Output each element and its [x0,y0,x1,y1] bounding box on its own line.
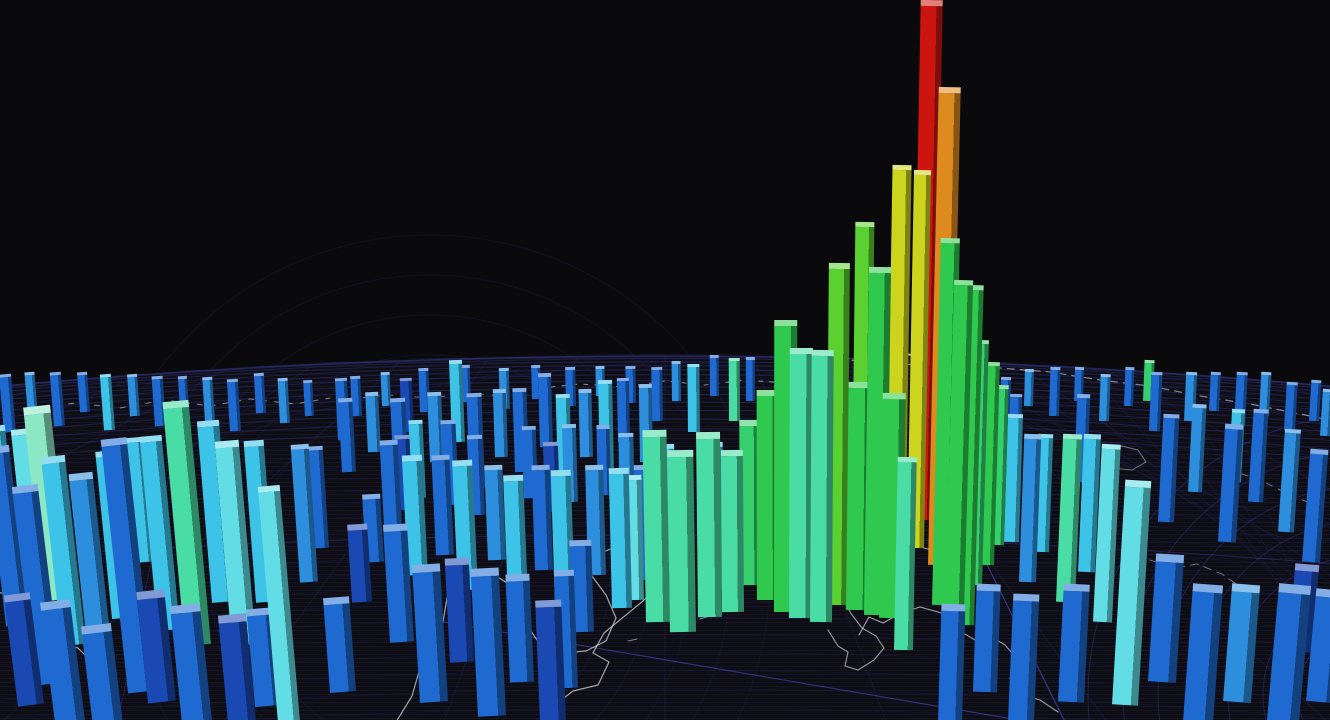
data-bar [642,429,670,623]
data-bar [537,372,553,448]
data-bar [651,366,663,422]
data-bar [709,354,719,397]
data-bar [303,379,314,417]
data-bar [1148,553,1185,683]
grid-line [0,368,521,476]
data-bar [202,376,215,422]
data-bar [1209,371,1221,412]
data-bar [1019,433,1042,583]
data-bar [1284,381,1298,432]
data-bar [789,347,813,619]
grid-line [0,369,226,490]
data-bar [1278,428,1301,533]
data-bar [608,467,632,609]
data-bar [1320,388,1330,437]
data-bar [1049,366,1061,417]
data-bar [1223,583,1261,704]
data-bar [1124,366,1135,407]
data-bar [49,371,65,427]
data-bar [1309,379,1322,422]
data-bar [531,464,553,571]
data-bar [277,377,290,424]
data-bar [578,388,593,458]
grid-line [235,707,1095,720]
data-bar [720,449,744,613]
data-bar [1183,583,1224,720]
data-bar [745,356,755,402]
data-bar [0,373,16,433]
data-bar [1024,368,1034,407]
data-bar [973,583,1001,693]
data-bar [505,573,534,683]
data-bar [1008,593,1040,720]
data-bar [1058,583,1090,703]
data-bar [127,373,140,417]
grid-line [1122,452,1330,720]
data-bar [1248,408,1269,503]
data-bar [470,567,506,717]
data-bar [810,349,834,623]
data-bar [667,449,696,633]
grid-line [1192,523,1330,720]
data-bar [1112,479,1152,706]
data-bar [687,363,700,433]
data-bar [76,371,90,413]
data-bar [1149,371,1163,432]
data-bar [671,360,681,402]
data-bar [226,378,241,432]
data-bar [696,431,722,618]
data-bar [1266,583,1312,720]
data-bar [1218,423,1244,543]
data-bar [323,596,356,693]
data-bar [535,599,566,720]
data-bar [728,357,740,422]
data-bar [894,456,917,651]
grid-line [1157,488,1330,720]
data-bar [938,603,966,720]
data-bar [253,372,266,414]
data-bar [1056,433,1083,603]
data-bar [99,373,115,431]
data-bar [80,623,125,720]
grid-line [1016,364,1330,576]
coastline-path [827,599,885,671]
data-bar [411,563,448,703]
data-bar [1158,413,1180,523]
coastline-path [1229,469,1316,506]
data-bar [1302,448,1329,563]
data-bar [1099,373,1111,422]
data-bar [492,388,508,458]
